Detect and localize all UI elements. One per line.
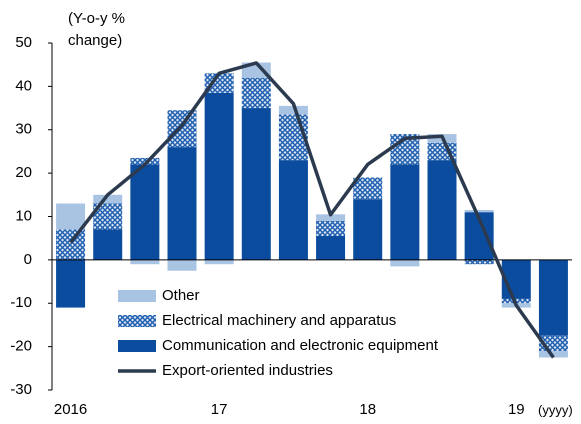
bar-segment (464, 209, 494, 213)
bar-segment (241, 77, 271, 109)
bar-segment (390, 164, 420, 260)
bar-segment (130, 164, 160, 260)
bar-segment (93, 229, 123, 260)
bar-segment (167, 147, 197, 260)
y-axis-label: (Y-o-y % change) (68, 10, 125, 49)
bar-segment (353, 177, 383, 200)
bar-segment (278, 160, 308, 260)
y-tick-label: 40 (15, 77, 32, 94)
bar-segment (56, 229, 86, 260)
x-tick-label: 17 (211, 401, 228, 418)
y-tick-label: -20 (10, 338, 32, 355)
legend-label: Other (162, 287, 200, 304)
bar-segment (56, 259, 86, 308)
y-tick-label: 50 (15, 34, 32, 51)
x-tick-label: 18 (359, 401, 376, 418)
bar-segment (167, 110, 197, 148)
bar-segment (390, 259, 420, 267)
y-tick-label: 20 (15, 164, 32, 181)
line (69, 61, 555, 359)
bar-segment (204, 259, 234, 265)
legend-label: Communication and electronic equipment (162, 337, 439, 354)
bar-segment (316, 236, 346, 260)
y-tick-label: 30 (15, 121, 32, 138)
bar-segment (204, 92, 234, 260)
bar-segment (316, 220, 346, 237)
x-tick-label: 19 (508, 401, 525, 418)
bar-segment (353, 199, 383, 260)
bar-segment (241, 108, 271, 260)
legend-label: Electrical machinery and apparatus (162, 312, 396, 329)
legend-swatch (118, 290, 156, 302)
bar-segment (464, 259, 494, 265)
bar-segment (538, 350, 568, 358)
bar-segment (130, 157, 160, 165)
bar-segment (427, 160, 457, 260)
y-tick-label: -10 (10, 294, 32, 311)
bar-segment (316, 214, 346, 221)
legend-swatch (118, 340, 156, 352)
bar-segment (93, 194, 123, 204)
bar-segment (278, 105, 308, 115)
legend-swatch (118, 315, 156, 327)
y-tick-label: 10 (15, 207, 32, 224)
bar-segment (56, 203, 86, 230)
legend-label: Export-oriented industries (162, 362, 333, 379)
bar-segment (204, 73, 234, 93)
x-tick-label: 2016 (54, 401, 87, 418)
x-axis-label: (yyyy) (538, 402, 573, 417)
bar-segment (538, 259, 568, 336)
bar-segment (130, 259, 160, 265)
bar-segment (167, 259, 197, 271)
y-tick-label: -30 (10, 381, 32, 398)
y-tick-label: 0 (24, 251, 32, 268)
